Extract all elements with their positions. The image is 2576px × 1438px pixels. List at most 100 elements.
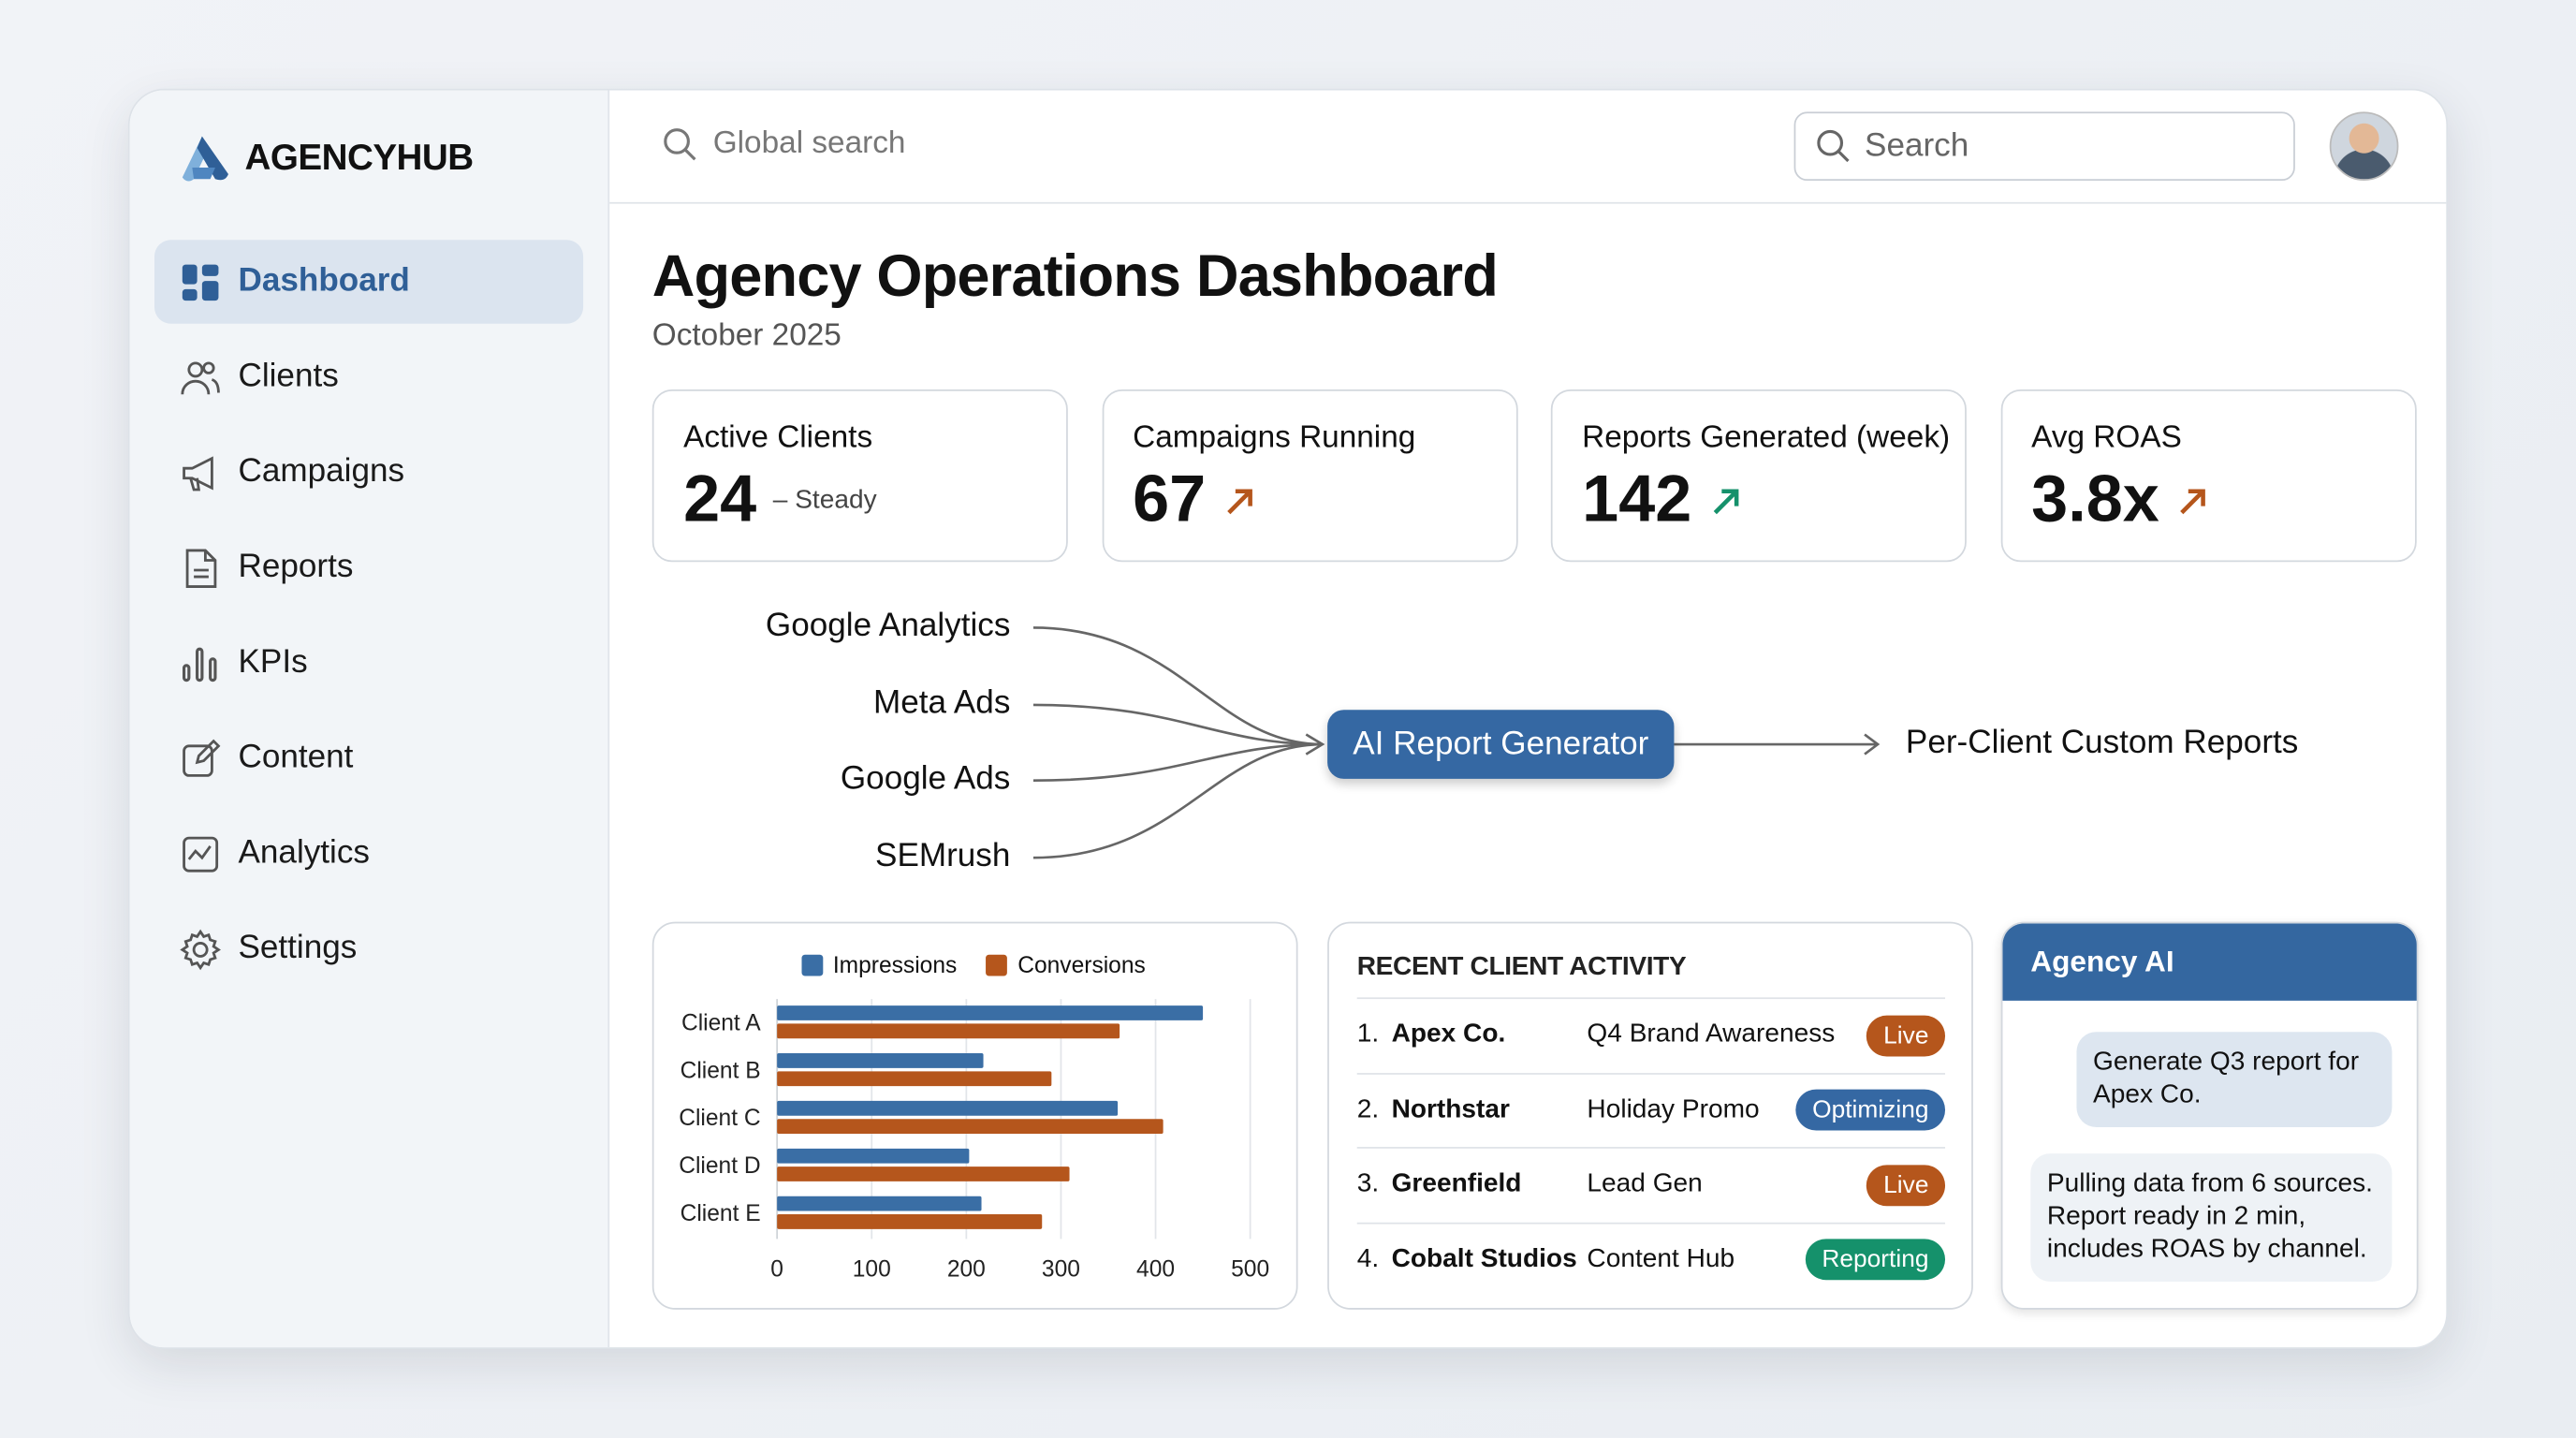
status-badge: Live	[1866, 1014, 1946, 1056]
kpi-card: Avg ROAS 3.8x	[1999, 389, 2416, 563]
sidebar-item-analytics[interactable]: Analytics	[154, 812, 583, 896]
bar-impressions	[777, 1053, 984, 1068]
sidebar: AGENCYHUB Dashboard Clients Campaigns Repor…	[129, 90, 610, 1348]
sidebar-item-label: Campaigns	[238, 453, 405, 491]
client-name: Greenfield	[1391, 1169, 1522, 1198]
x-tick-label: 400	[1136, 1257, 1175, 1283]
kpi-card: Reports Generated (week) 142	[1550, 389, 1967, 563]
category-label: Client E	[681, 1201, 761, 1226]
status-badge: Optimizing	[1795, 1089, 1946, 1131]
gear-icon	[180, 928, 221, 970]
category-label: Client A	[681, 1010, 761, 1035]
sidebar-item-label: Content	[238, 739, 354, 776]
search-placeholder: Search	[1865, 127, 1969, 164]
ai-report-generator-node: AI Report Generator	[1327, 710, 1675, 779]
trend-steady: – Steady	[772, 485, 877, 514]
page-subtitle: October 2025	[651, 318, 842, 354]
global-search[interactable]: Global search	[662, 126, 905, 163]
page-title: Agency Operations Dashboard	[651, 241, 1499, 309]
search-input[interactable]: Search	[1793, 111, 2295, 182]
x-tick-label: 100	[853, 1257, 891, 1283]
ai-message: Pulling data from 6 sources. Report read…	[2030, 1153, 2393, 1282]
kpi-label: Reports Generated (week)	[1582, 420, 1951, 456]
bar-impressions	[777, 1100, 1119, 1116]
bar-chart-icon	[182, 646, 217, 682]
agency-ai-panel: Agency AI Generate Q3 report for Apex Co…	[2000, 921, 2419, 1310]
sidebar-item-dashboard[interactable]: Dashboard	[154, 240, 584, 324]
activity-row[interactable]: 2. Northstar Holiday Promo Optimizing	[1356, 1072, 1946, 1146]
sidebar-item-label: Dashboard	[238, 262, 410, 300]
bar-conversions	[777, 1167, 1070, 1181]
kpi-label: Campaigns Running	[1133, 420, 1416, 456]
x-tick-label: 200	[947, 1257, 986, 1283]
source-node: Meta Ads	[873, 684, 1011, 722]
global-search-placeholder: Global search	[712, 126, 906, 161]
client-name: Cobalt Studios	[1391, 1244, 1577, 1273]
sidebar-item-settings[interactable]: Settings	[154, 907, 583, 991]
bar-chart-card: Impressions Conversions 0 100 200 300 400 500…	[651, 921, 1298, 1310]
trend-up-arrow-icon	[2180, 488, 2206, 514]
megaphone-icon	[183, 455, 213, 491]
sidebar-item-label: Analytics	[238, 834, 370, 872]
edit-icon	[183, 738, 221, 776]
status-badge: Live	[1866, 1164, 1946, 1206]
kpi-card: Active Clients 24 – Steady	[651, 389, 1068, 563]
connector-line	[1032, 626, 1323, 746]
source-node: Google Ads	[840, 760, 1011, 798]
status-badge: Reporting	[1805, 1239, 1946, 1281]
flow-connectors	[1032, 626, 1881, 859]
kpi-value: 142	[1582, 462, 1692, 536]
activity-row[interactable]: 3. Greenfield Lead Gen Live	[1356, 1147, 1946, 1221]
category-label: Client C	[679, 1106, 760, 1131]
recent-activity-card: RECENT CLIENT ACTIVITY 1. Apex Co. Q4 Bran…	[1327, 921, 1973, 1310]
legend-impressions: Impressions	[801, 951, 957, 977]
sidebar-item-label: KPIs	[238, 643, 308, 681]
dashboard-icon	[182, 263, 219, 301]
x-tick-label: 0	[770, 1257, 783, 1283]
output-arrow	[1674, 733, 1881, 756]
avatar[interactable]	[2329, 111, 2399, 182]
sidebar-item-reports[interactable]: Reports	[154, 526, 583, 610]
connector-line	[1032, 742, 1323, 782]
bar-impressions	[777, 1148, 970, 1164]
app-window: AGENCYHUB Dashboard Clients Campaigns Repor…	[127, 88, 2449, 1349]
sidebar-item-label: Reports	[238, 549, 354, 585]
trend-up-arrow-icon	[1713, 488, 1738, 514]
activity-row[interactable]: 4. Cobalt Studios Content Hub Reporting	[1356, 1221, 1946, 1296]
bar-conversions	[777, 1119, 1164, 1135]
app-logo-text: AGENCYHUB	[244, 136, 475, 178]
sidebar-item-label: Clients	[238, 358, 339, 395]
sidebar-item-kpis[interactable]: KPIs	[154, 621, 583, 705]
sidebar-item-clients[interactable]: Clients	[154, 335, 583, 419]
kpi-value: 24	[683, 462, 757, 536]
category-label: Client B	[681, 1058, 761, 1083]
kpi-card: Campaigns Running 67	[1101, 389, 1517, 563]
x-tick-label: 500	[1231, 1257, 1269, 1283]
source-node: Google Analytics	[765, 608, 1011, 644]
kpi-value: 67	[1133, 462, 1207, 536]
trend-up-arrow-icon	[1227, 488, 1252, 514]
activity-title: RECENT CLIENT ACTIVITY	[1356, 952, 1687, 981]
kpi-value: 3.8x	[2031, 462, 2159, 536]
line-chart-icon	[183, 835, 219, 872]
connector-line	[1032, 703, 1323, 746]
activity-row[interactable]: 1. Apex Co. Q4 Brand Awareness Live	[1356, 997, 1946, 1071]
users-icon	[181, 360, 220, 394]
x-tick-label: 300	[1042, 1257, 1080, 1283]
chart-legend: Impressions Conversions	[801, 951, 1146, 977]
document-icon	[185, 548, 217, 588]
search-icon	[1817, 129, 1850, 163]
bar-conversions	[777, 1071, 1052, 1087]
kpi-label: Active Clients	[683, 420, 873, 456]
client-name: Apex Co.	[1391, 1020, 1506, 1049]
sidebar-item-campaigns[interactable]: Campaigns	[154, 431, 583, 515]
bar-impressions	[777, 1005, 1204, 1020]
source-node: SEMrush	[875, 838, 1011, 874]
campaign-name: Holiday Promo	[1587, 1094, 1760, 1123]
user-message: Generate Q3 report for Apex Co.	[2076, 1032, 2393, 1127]
ai-panel-header: Agency AI	[2002, 923, 2417, 1001]
client-name: Northstar	[1391, 1094, 1510, 1123]
bar-conversions	[777, 1214, 1043, 1229]
search-icon	[664, 128, 696, 161]
sidebar-item-content[interactable]: Content	[154, 716, 583, 800]
